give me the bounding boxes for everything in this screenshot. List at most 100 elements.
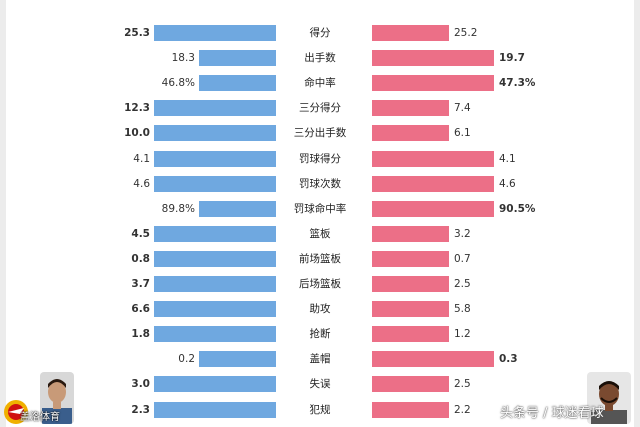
left-bar	[154, 376, 276, 393]
right-value-label: 2.5	[454, 278, 471, 290]
category-label: 失误	[309, 378, 331, 391]
left-bar	[199, 351, 276, 368]
right-bar	[372, 401, 449, 418]
left-bar	[154, 326, 276, 343]
right-bar	[372, 150, 494, 167]
left-value-label: 4.6	[133, 177, 150, 190]
category-label: 前场篮板	[299, 252, 341, 265]
stat-row: 4.6 罚球次数 4.6	[0, 175, 640, 193]
stat-row: 1.8 抢断 1.2	[0, 325, 640, 343]
stat-row: 10.0 三分出手数 6.1	[0, 124, 640, 142]
category-label: 罚球得分	[299, 152, 341, 165]
right-bar	[372, 276, 449, 292]
left-value-label: 6.6	[131, 303, 150, 316]
left-value-label: 46.8%	[161, 77, 195, 90]
left-bar	[199, 75, 276, 92]
left-value-label: 18.3	[171, 52, 195, 65]
left-bar	[154, 301, 276, 318]
left-value-label: 10.0	[124, 127, 150, 140]
right-bar	[372, 301, 449, 318]
left-value-label: 2.3	[131, 403, 150, 416]
category-label: 助攻	[309, 303, 331, 316]
right-bar	[372, 175, 494, 192]
left-bar	[154, 100, 276, 117]
right-edge-strip	[634, 0, 640, 427]
category-label: 罚球次数	[299, 177, 341, 190]
right-bar	[372, 100, 449, 117]
right-bar	[372, 50, 494, 67]
left-value-label: 1.8	[131, 328, 150, 341]
stat-row: 4.5 篮板 3.2	[0, 225, 640, 243]
category-label: 得分	[309, 27, 331, 39]
stat-row: 18.3 出手数 19.7	[0, 49, 640, 67]
left-bar	[154, 25, 276, 41]
category-label: 盖帽	[309, 353, 331, 366]
left-bar	[154, 175, 276, 192]
left-value-label: 89.8%	[161, 202, 195, 215]
stat-row: 0.8 前场篮板 0.7	[0, 250, 640, 268]
left-player-avatar	[40, 372, 74, 424]
category-label: 篮板	[309, 227, 331, 240]
left-bar	[154, 250, 276, 267]
stat-row: 46.8% 命中率 47.3%	[0, 74, 640, 92]
left-value-label: 3.0	[131, 378, 150, 391]
left-value-label: 0.2	[178, 353, 195, 366]
left-bar	[154, 225, 276, 242]
stat-row: 0.2 盖帽 0.3	[0, 350, 640, 368]
left-bar	[154, 276, 276, 292]
right-value-label: 5.8	[454, 303, 471, 316]
right-value-label: 4.1	[499, 152, 516, 165]
right-value-label: 47.3%	[499, 77, 536, 90]
left-bar	[199, 200, 276, 217]
right-bar	[372, 75, 494, 92]
left-value-label: 3.7	[131, 278, 150, 290]
right-bar	[372, 225, 449, 242]
category-label: 命中率	[304, 77, 336, 90]
stat-row: 3.0 失误 2.5	[0, 375, 640, 393]
left-watermark-text: 盖洛体育	[20, 412, 60, 423]
right-bar	[372, 351, 494, 368]
left-bar	[154, 401, 276, 418]
left-edge-strip	[0, 0, 6, 427]
right-player-avatar	[587, 372, 631, 424]
stat-row: 4.1 罚球得分 4.1	[0, 150, 640, 168]
right-value-label: 2.2	[454, 403, 471, 416]
right-bar	[372, 125, 449, 142]
right-bar	[372, 250, 449, 267]
logo-icon	[4, 400, 28, 424]
category-label: 抢断	[309, 328, 331, 341]
left-value-label: 12.3	[124, 102, 150, 115]
right-value-label: 90.5%	[499, 202, 536, 215]
right-value-label: 19.7	[499, 52, 525, 65]
left-value-label: 0.8	[131, 252, 150, 265]
category-label: 犯规	[309, 403, 331, 416]
left-bar	[199, 50, 276, 67]
right-value-label: 6.1	[454, 127, 471, 140]
left-value-label: 25.3	[124, 27, 150, 39]
stat-row: 12.3 三分得分 7.4	[0, 99, 640, 117]
category-label: 三分得分	[299, 102, 341, 115]
category-label: 罚球命中率	[293, 202, 347, 215]
left-value-label: 4.5	[131, 227, 150, 240]
category-label: 后场篮板	[299, 278, 341, 290]
category-label: 出手数	[304, 52, 336, 65]
right-bar	[372, 200, 494, 217]
right-value-label: 4.6	[499, 177, 516, 190]
stat-row: 2.3 犯规 2.2	[0, 401, 640, 419]
right-value-label: 3.2	[454, 227, 471, 240]
right-value-label: 0.3	[499, 353, 518, 366]
right-value-label: 1.2	[454, 328, 471, 341]
right-bar	[372, 376, 449, 393]
right-value-label: 25.2	[454, 27, 478, 39]
right-watermark-text: 头条号 / 球迷看球	[500, 406, 604, 421]
left-watermark: 盖洛体育	[0, 398, 96, 427]
stat-row: 25.3 得分 25.2	[0, 24, 640, 42]
right-bar	[372, 326, 449, 343]
left-bar	[154, 125, 276, 142]
right-value-label: 0.7	[454, 252, 471, 265]
category-label: 三分出手数	[293, 127, 347, 140]
right-value-label: 2.5	[454, 378, 471, 391]
right-value-label: 7.4	[454, 102, 471, 115]
stat-row: 89.8% 罚球命中率 90.5%	[0, 200, 640, 218]
